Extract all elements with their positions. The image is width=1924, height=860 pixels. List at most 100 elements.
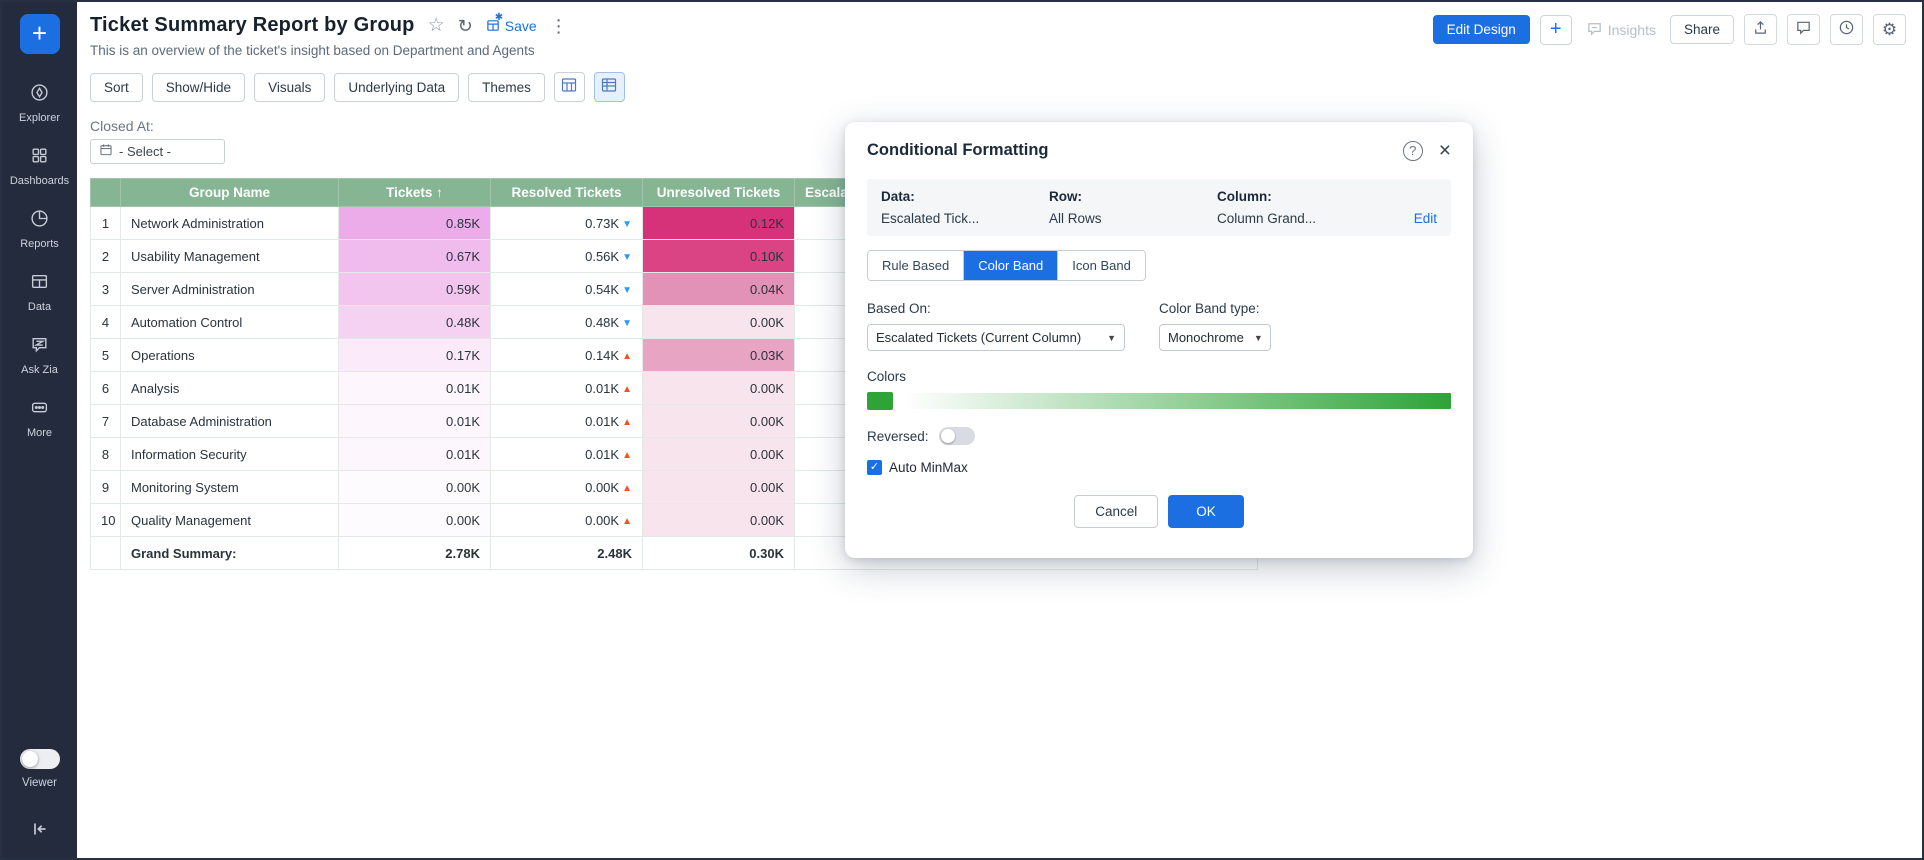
tab-color-band[interactable]: Color Band — [964, 251, 1059, 280]
band-gradient-preview[interactable] — [903, 393, 1451, 409]
trend-down-icon: ▼ — [622, 284, 632, 296]
edit-design-button[interactable]: Edit Design — [1432, 15, 1530, 44]
closed-at-date-select[interactable]: - Select - — [90, 139, 225, 164]
add-button[interactable]: + — [1539, 14, 1572, 45]
trend-down-icon: ▼ — [622, 317, 632, 329]
group-name-cell: Server Administration — [120, 272, 339, 306]
sidebar-nav: Explorer Dashboards Reports Data Ask Zia More — [2, 72, 77, 450]
sidebar-item-dashboards[interactable]: Dashboards — [2, 135, 77, 198]
save-button[interactable]: ✱ Save — [486, 12, 537, 34]
ok-button[interactable]: OK — [1168, 495, 1244, 528]
column-label: Column: — [1217, 189, 1272, 204]
column-header-unresolved-tickets[interactable]: Unresolved Tickets — [642, 178, 795, 207]
based-on-group: Based On: Escalated Tickets (Current Col… — [867, 301, 1125, 351]
tickets-cell: 0.00K — [338, 470, 491, 504]
reports-icon — [30, 209, 49, 233]
toolbar-button-underlying-data[interactable]: Underlying Data — [334, 72, 460, 102]
tickets-cell: 0.01K — [338, 404, 491, 438]
band-color-swatch[interactable] — [867, 392, 893, 410]
insights-button[interactable]: Insights — [1582, 20, 1660, 40]
sidebar-item-explorer[interactable]: Explorer — [2, 72, 77, 135]
edit-scope-link[interactable]: Edit — [1413, 211, 1437, 226]
sidebar-item-more[interactable]: More — [2, 387, 77, 450]
clock-icon — [1838, 19, 1855, 41]
sidebar-item-reports[interactable]: Reports — [2, 198, 77, 261]
explorer-icon — [30, 83, 49, 107]
favorite-star-icon[interactable]: ☆ — [427, 15, 445, 36]
based-on-select[interactable]: Escalated Tickets (Current Column) ▼ — [867, 324, 1125, 351]
refresh-icon[interactable]: ↻ — [457, 15, 473, 36]
help-icon[interactable]: ? — [1402, 140, 1423, 161]
summary-view-icon — [600, 76, 618, 99]
based-on-label: Based On: — [867, 301, 931, 316]
sidebar-item-label: Explorer — [19, 112, 60, 124]
grand-summary-label: Grand Summary: — [120, 536, 339, 570]
band-type-value: Monochrome — [1168, 330, 1244, 345]
table-view-icon — [560, 76, 578, 99]
export-button[interactable] — [1744, 14, 1777, 45]
cancel-button[interactable]: Cancel — [1074, 495, 1159, 528]
comment-icon — [1795, 19, 1812, 41]
kebab-menu-icon[interactable]: ⋮ — [549, 15, 568, 36]
zia-insights-icon — [1586, 20, 1603, 40]
more-icon — [30, 398, 49, 422]
settings-button[interactable]: ⚙ — [1873, 14, 1906, 45]
resolved-tickets-cell: 0.01K ▲ — [490, 437, 643, 471]
auto-minmax-checkbox[interactable]: ✓ — [867, 460, 882, 475]
column-header-group-name[interactable]: Group Name — [120, 178, 339, 207]
row-label: Row: — [1049, 189, 1082, 204]
trend-up-icon: ▲ — [622, 482, 632, 494]
row-number: 8 — [90, 437, 121, 471]
dashboards-icon — [30, 146, 49, 170]
row-number: 4 — [90, 305, 121, 339]
unresolved-tickets-cell: 0.03K — [642, 338, 795, 372]
unresolved-tickets-cell: 0.00K — [642, 305, 795, 339]
column-header-resolved-tickets[interactable]: Resolved Tickets — [490, 178, 643, 207]
tickets-cell: 0.59K — [338, 272, 491, 306]
toolbar-button-visuals[interactable]: Visuals — [254, 72, 326, 102]
row-number — [90, 536, 121, 570]
sidebar-item-ask-zia[interactable]: Ask Zia — [2, 324, 77, 387]
table-view-button[interactable] — [553, 72, 585, 102]
toggle-knob — [21, 751, 38, 767]
resolved-tickets-cell: 0.00K ▲ — [490, 470, 643, 504]
toolbar-button-sort[interactable]: Sort — [90, 72, 143, 102]
history-button[interactable] — [1830, 14, 1863, 45]
tickets-cell: 0.01K — [338, 371, 491, 405]
unresolved-tickets-cell: 0.00K — [642, 371, 795, 405]
comments-button[interactable] — [1787, 14, 1820, 45]
share-button[interactable]: Share — [1669, 15, 1734, 44]
colors-label: Colors — [867, 369, 907, 384]
row-number-header — [90, 178, 121, 207]
resolved-tickets-cell: 0.56K ▼ — [490, 239, 643, 273]
sidebar-item-label: Dashboards — [9, 175, 70, 187]
tab-rule-based[interactable]: Rule Based — [868, 251, 965, 280]
column-header-tickets[interactable]: Tickets ↑ — [338, 178, 491, 207]
viewer-mode-toggle[interactable] — [19, 749, 60, 769]
row-number: 5 — [90, 338, 121, 372]
tickets-cell: 0.17K — [338, 338, 491, 372]
page-title: Ticket Summary Report by Group — [90, 14, 415, 36]
tab-icon-band[interactable]: Icon Band — [1058, 251, 1145, 280]
sidebar-item-data[interactable]: Data — [2, 261, 77, 324]
create-new-button[interactable]: + — [19, 14, 60, 54]
toggle-knob — [940, 429, 955, 443]
band-type-select[interactable]: Monochrome ▼ — [1159, 324, 1271, 351]
resolved-tickets-cell: 0.54K ▼ — [490, 272, 643, 306]
row-number: 7 — [90, 404, 121, 438]
resolved-tickets-cell: 0.01K ▲ — [490, 404, 643, 438]
sidebar: + Explorer Dashboards Reports Data Ask Zia Mo… — [2, 2, 77, 858]
summary-view-button[interactable] — [593, 72, 625, 102]
sidebar-collapse-button[interactable] — [30, 819, 50, 844]
grand-summary-resolved: 2.48K — [490, 536, 643, 570]
close-icon[interactable]: × — [1438, 139, 1451, 162]
sort-asc-icon[interactable]: ↑ — [436, 185, 443, 200]
formatting-mode-tabs: Rule Based Color Band Icon Band — [867, 250, 1146, 281]
group-name-cell: Operations — [120, 338, 339, 372]
chevron-down-icon: ▼ — [1253, 332, 1263, 343]
toolbar-button-show-hide[interactable]: Show/Hide — [151, 72, 246, 102]
toolbar-button-themes[interactable]: Themes — [468, 72, 545, 102]
row-number: 2 — [90, 239, 121, 273]
reversed-toggle[interactable] — [938, 427, 975, 445]
report-toolbar: Sort Show/Hide Visuals Underlying Data Theme… — [90, 72, 1922, 102]
